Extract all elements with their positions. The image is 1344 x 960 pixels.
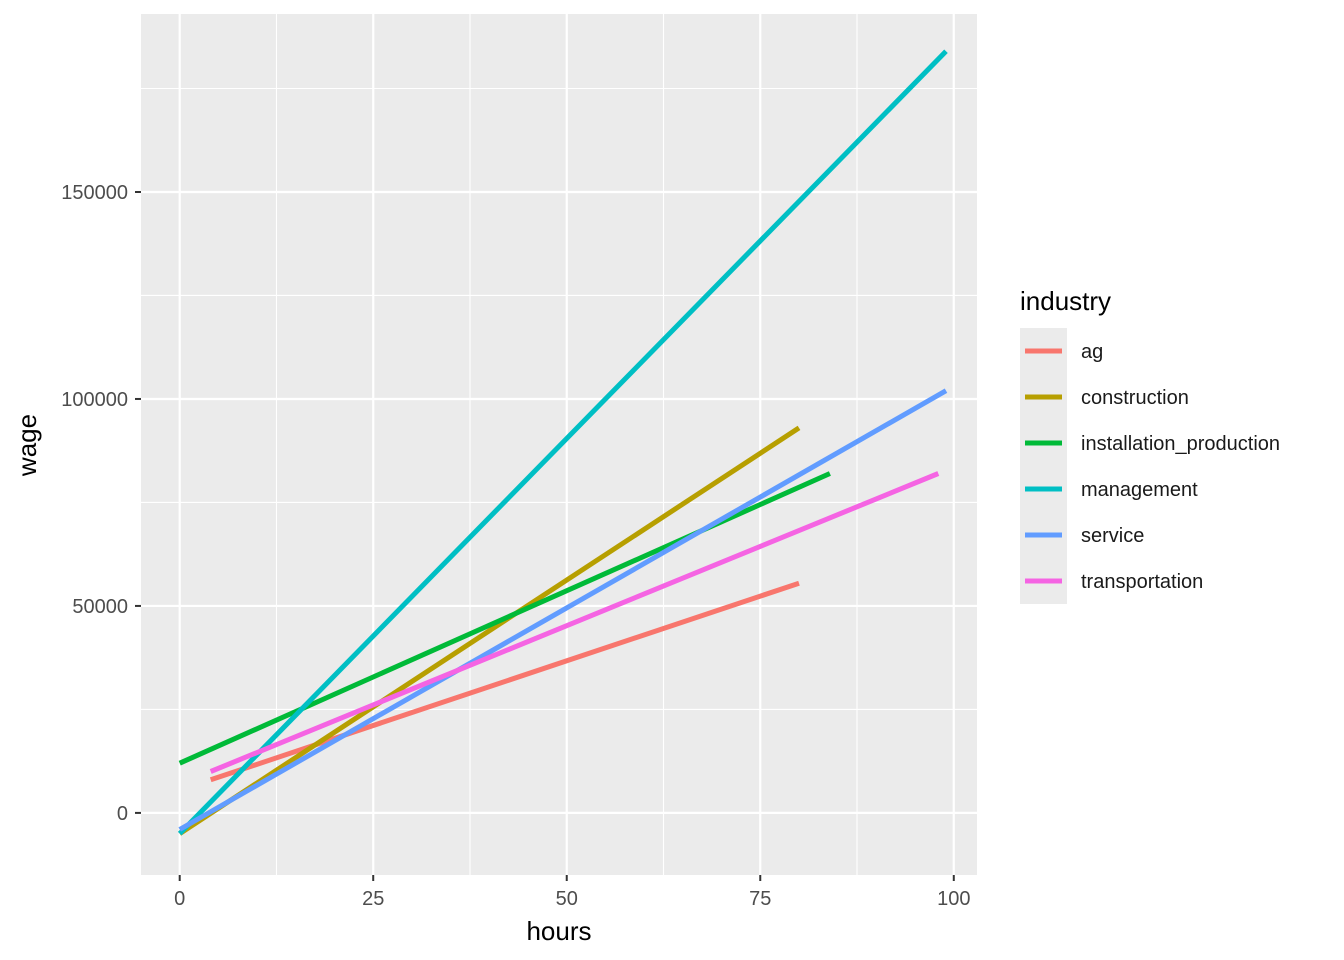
y-axis: 0 50000 100000 150000	[61, 182, 141, 825]
legend-label-transportation: transportation	[1081, 571, 1203, 593]
y-tick-label: 0	[117, 803, 128, 825]
legend-label-construction: construction	[1081, 387, 1189, 409]
legend-label-management: management	[1081, 479, 1198, 501]
series-line-construction	[178, 425, 801, 836]
x-tick-label: 50	[556, 888, 578, 910]
y-tick-label: 50000	[72, 596, 128, 618]
legend-label-ag: ag	[1081, 341, 1103, 363]
y-axis-title: wage	[12, 414, 42, 477]
legend-key-background	[1020, 328, 1067, 604]
series-line-service	[178, 388, 948, 832]
x-tick-label: 100	[937, 888, 970, 910]
x-axis: 0 25 50 75 100	[174, 875, 970, 910]
series-line-management	[177, 49, 948, 836]
grid-minor	[141, 14, 977, 875]
x-axis-title: hours	[526, 916, 591, 946]
series-lines	[177, 49, 948, 836]
legend-items: ag construction installation_productionman…	[1025, 341, 1280, 593]
x-tick-label: 25	[362, 888, 384, 910]
series-line-transportation	[209, 471, 940, 774]
legend-label-installation_production: installation_production	[1081, 433, 1280, 455]
y-tick-label: 150000	[61, 182, 128, 204]
x-tick-label: 0	[174, 888, 185, 910]
legend-label-service: service	[1081, 525, 1144, 547]
y-tick-label: 100000	[61, 389, 128, 411]
x-tick-label: 75	[749, 888, 771, 910]
legend: industry ag construction installation_prod…	[1020, 286, 1280, 604]
grid-major	[141, 14, 977, 875]
legend-title: industry	[1020, 286, 1111, 316]
